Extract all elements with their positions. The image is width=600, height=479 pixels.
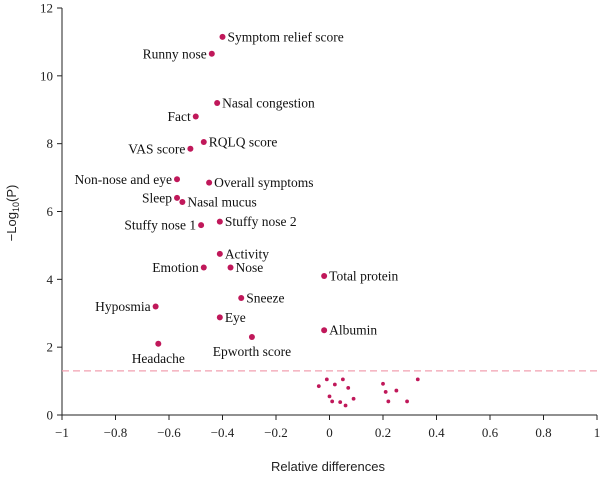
data-point-small [340,377,345,382]
point-label: Sneeze [246,290,284,305]
data-point-small [405,399,409,404]
data-point [227,264,234,271]
data-point [248,333,255,340]
point-label: Stuffy nose 2 [225,214,297,229]
data-point [216,250,223,257]
y-tick-label: 10 [40,68,53,83]
y-axis-title-tail: (P) [4,185,19,202]
x-tick-label: 0 [326,425,333,440]
data-point [198,222,205,229]
point-label: Overall symptoms [214,175,313,190]
x-tick-label: −1 [55,425,69,440]
x-tick-label: 0.4 [428,425,445,440]
y-axis-title-main: −Log [4,212,19,241]
y-tick-label: 2 [47,340,54,355]
y-axis-title: −Log10(P) [4,185,21,242]
points-layer [152,33,420,408]
data-point [200,264,207,271]
data-point-small [343,403,348,408]
x-tick-label: −0.4 [211,425,235,440]
point-label: Stuffy nose 1 [124,218,196,233]
data-point-small [346,385,351,390]
data-point [200,138,207,145]
data-point [174,194,181,201]
data-point-small [351,396,356,401]
point-label: Sleep [142,190,172,205]
data-point [321,272,328,279]
x-tick-label: 0.8 [535,425,551,440]
axes: −1 −0.8 −0.6 −0.4 −0.2 0 0.2 0.4 0.6 0.8 102468101… [40,1,600,441]
data-point-small [383,390,388,394]
point-label: Nasal congestion [222,95,315,110]
point-label: Hyposmia [95,299,151,314]
data-point-small [327,394,332,399]
point-label: Activity [225,246,269,261]
x-axis-title: Relative differences [271,459,385,474]
point-label: Eye [225,310,246,325]
y-tick-label: 8 [47,136,54,151]
data-point [174,176,181,183]
data-point-small [386,399,391,404]
point-label: Emotion [152,260,199,275]
data-point [216,314,223,321]
point-label: Symptom relief score [228,29,344,44]
x-tick-label: −0.8 [104,425,128,440]
data-point-small [324,377,329,382]
data-point [219,33,226,40]
data-point-small [332,382,337,387]
data-point [152,303,159,310]
data-point [155,340,162,347]
point-label: Nose [236,260,264,275]
y-tick-label: 12 [40,1,53,16]
y-tick-label: 0 [47,408,54,423]
x-tick-label: 1 [594,425,600,440]
data-point-small [338,400,343,405]
data-point-small [316,384,321,389]
data-point-small [330,399,335,404]
x-tick-label: −0.6 [157,425,181,440]
data-point [321,327,328,334]
data-point [208,50,215,57]
point-label: Runny nose [143,46,207,61]
data-point [216,218,223,225]
data-point [179,199,186,206]
data-point [187,145,194,152]
data-point [206,179,213,186]
data-point-small [415,377,420,382]
x-tick-label: 0.2 [375,425,391,440]
point-label: Fact [168,109,191,124]
point-label: Albumin [329,323,377,338]
y-tick-label: 4 [47,272,54,287]
point-label: Epworth score [213,344,291,359]
labels-layer: Symptom relief score Runny nose Nasal cong… [75,29,399,365]
point-label: RQLQ score [209,134,278,149]
data-point-small [394,388,399,393]
data-point [214,99,221,106]
y-axis-title-subscript: 10 [11,202,21,212]
y-tick-label: 6 [47,204,54,219]
x-tick-label: 0.6 [482,425,499,440]
point-label: Headache [132,351,185,366]
point-label: Non-nose and eye [75,172,172,187]
data-point [238,294,245,301]
point-label: VAS score [128,141,185,156]
data-point-small [381,381,385,386]
x-tick-label: −0.2 [264,425,288,440]
point-label: Nasal mucus [187,195,256,210]
data-point [192,113,199,120]
point-label: Total protein [329,268,398,283]
